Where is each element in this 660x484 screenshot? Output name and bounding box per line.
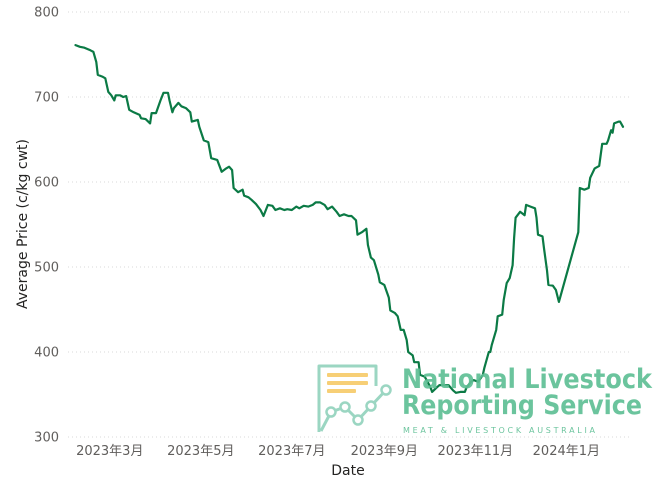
- series-line: [74, 44, 625, 394]
- watermark-logo: National Livestock Reporting Service MEA…: [317, 364, 653, 435]
- watermark-title-line1: National Livestock: [402, 364, 653, 395]
- y-axis-title: Average Price (c/kg cwt): [15, 139, 31, 309]
- x-tick-label: 2023年7月: [258, 444, 325, 459]
- y-tick-label: 300: [34, 431, 59, 446]
- y-tick-label: 500: [34, 261, 59, 276]
- document-chart-icon: [317, 364, 392, 432]
- x-tick-label: 2023年5月: [167, 444, 234, 459]
- x-axis-title: Date: [331, 463, 364, 479]
- y-tick-label: 800: [34, 6, 59, 21]
- x-tick-label: 2023年11月: [438, 444, 514, 459]
- x-axis: 2023年3月 2023年5月 2023年7月 2023年9月 2023年11月 2024…: [76, 444, 600, 459]
- x-tick-label: 2023年9月: [351, 444, 418, 459]
- y-tick-label: 400: [34, 346, 59, 361]
- y-tick-label: 600: [34, 176, 59, 191]
- watermark-tagline: MEAT & LIVESTOCK AUSTRALIA: [403, 426, 596, 435]
- plot-area: [74, 44, 625, 394]
- y-tick-label: 700: [34, 91, 59, 106]
- watermark-title-line2: Reporting Service: [402, 390, 642, 421]
- y-axis: 300 400 500 600 700 800: [34, 6, 59, 446]
- x-tick-label: 2023年3月: [76, 444, 143, 459]
- x-tick-label: 2024年1月: [533, 444, 600, 459]
